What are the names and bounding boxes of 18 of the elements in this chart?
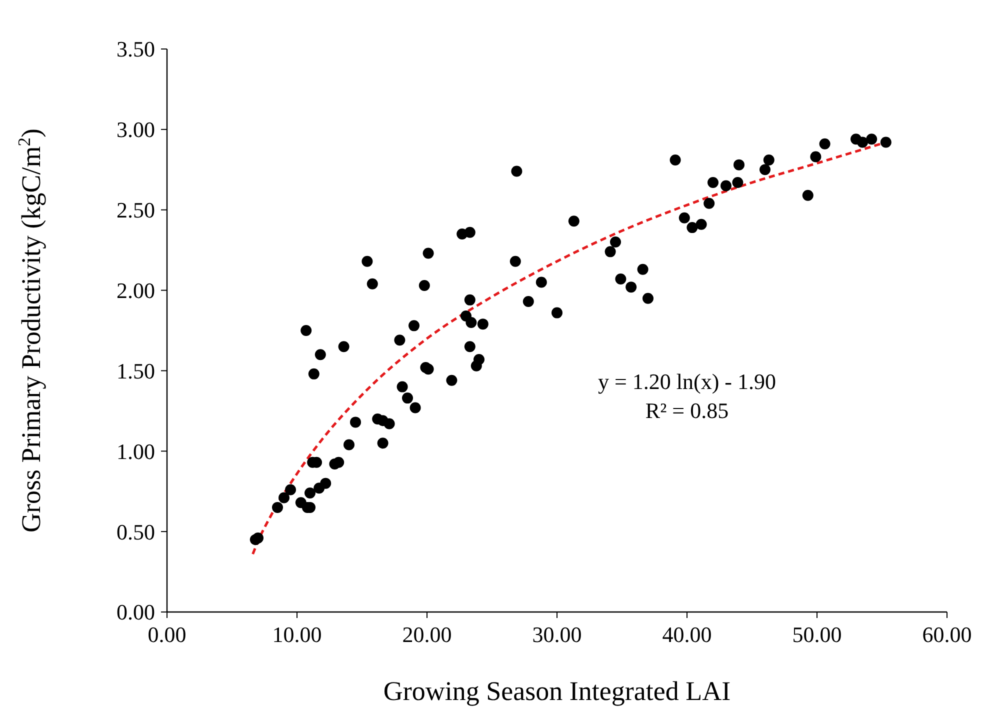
y-tick-label: 0.00 xyxy=(116,600,155,625)
y-tick-label: 3.00 xyxy=(116,117,155,142)
annotation: R² = 0.85 xyxy=(645,398,729,423)
x-tick-label: 40.00 xyxy=(662,622,712,647)
y-tick-label: 3.50 xyxy=(116,36,155,62)
y-tick-label: 1.00 xyxy=(116,438,155,464)
x-tick-label: 30.00 xyxy=(532,622,582,647)
x-tick-label: 10.00 xyxy=(272,622,322,647)
x-tick-label: 50.00 xyxy=(792,622,842,647)
x-tick-label: 0.00 xyxy=(148,622,186,647)
y-tick-label: 2.00 xyxy=(116,278,155,303)
x-tick-label: 60.00 xyxy=(922,622,972,647)
annotation: y = 1.20 ln(x) - 1.90 xyxy=(598,368,776,394)
y-tick-label: 1.50 xyxy=(116,358,155,384)
y-tick-label: 2.50 xyxy=(116,198,155,223)
x-axis-title: Growing Season Integrated LAI xyxy=(383,676,731,706)
x-tick-label: 20.00 xyxy=(402,622,452,647)
y-tick-label: 0.50 xyxy=(116,519,155,544)
